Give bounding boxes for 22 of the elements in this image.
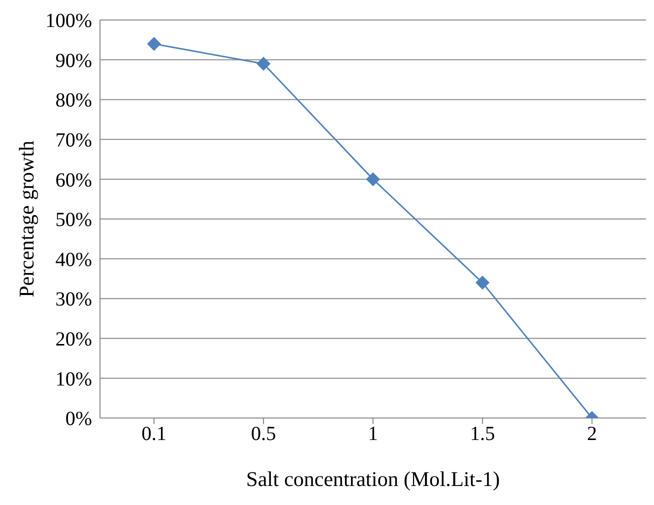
- y-tick-label: 10%: [55, 368, 92, 390]
- y-tick-label: 30%: [55, 288, 92, 311]
- point: [476, 276, 490, 290]
- y-tick-label: 50%: [55, 209, 92, 232]
- x-tick-label: 1: [368, 423, 378, 446]
- y-axis-title: Percentage growth: [14, 140, 38, 298]
- x-axis-title: Salt concentration (Mol.Lit-1): [246, 467, 500, 491]
- y-tick-label: 90%: [55, 50, 92, 72]
- x-tick-label: 1.5: [470, 423, 495, 446]
- y-tick-label: 20%: [55, 328, 92, 350]
- y-tick-label: 60%: [55, 169, 92, 192]
- y-tick-label: 40%: [55, 248, 92, 271]
- point: [147, 36, 161, 51]
- y-tick-label: 80%: [55, 90, 92, 112]
- x-tick-label: 0.5: [251, 423, 276, 446]
- y-tick-label: 100%: [45, 10, 92, 32]
- x-tick-label: 0.1: [142, 423, 166, 446]
- point: [366, 172, 380, 186]
- y-tick-label: 70%: [55, 130, 92, 152]
- y-tick-label: 0%: [65, 408, 92, 430]
- x-tick-label: 2: [587, 423, 597, 446]
- point: [256, 56, 270, 71]
